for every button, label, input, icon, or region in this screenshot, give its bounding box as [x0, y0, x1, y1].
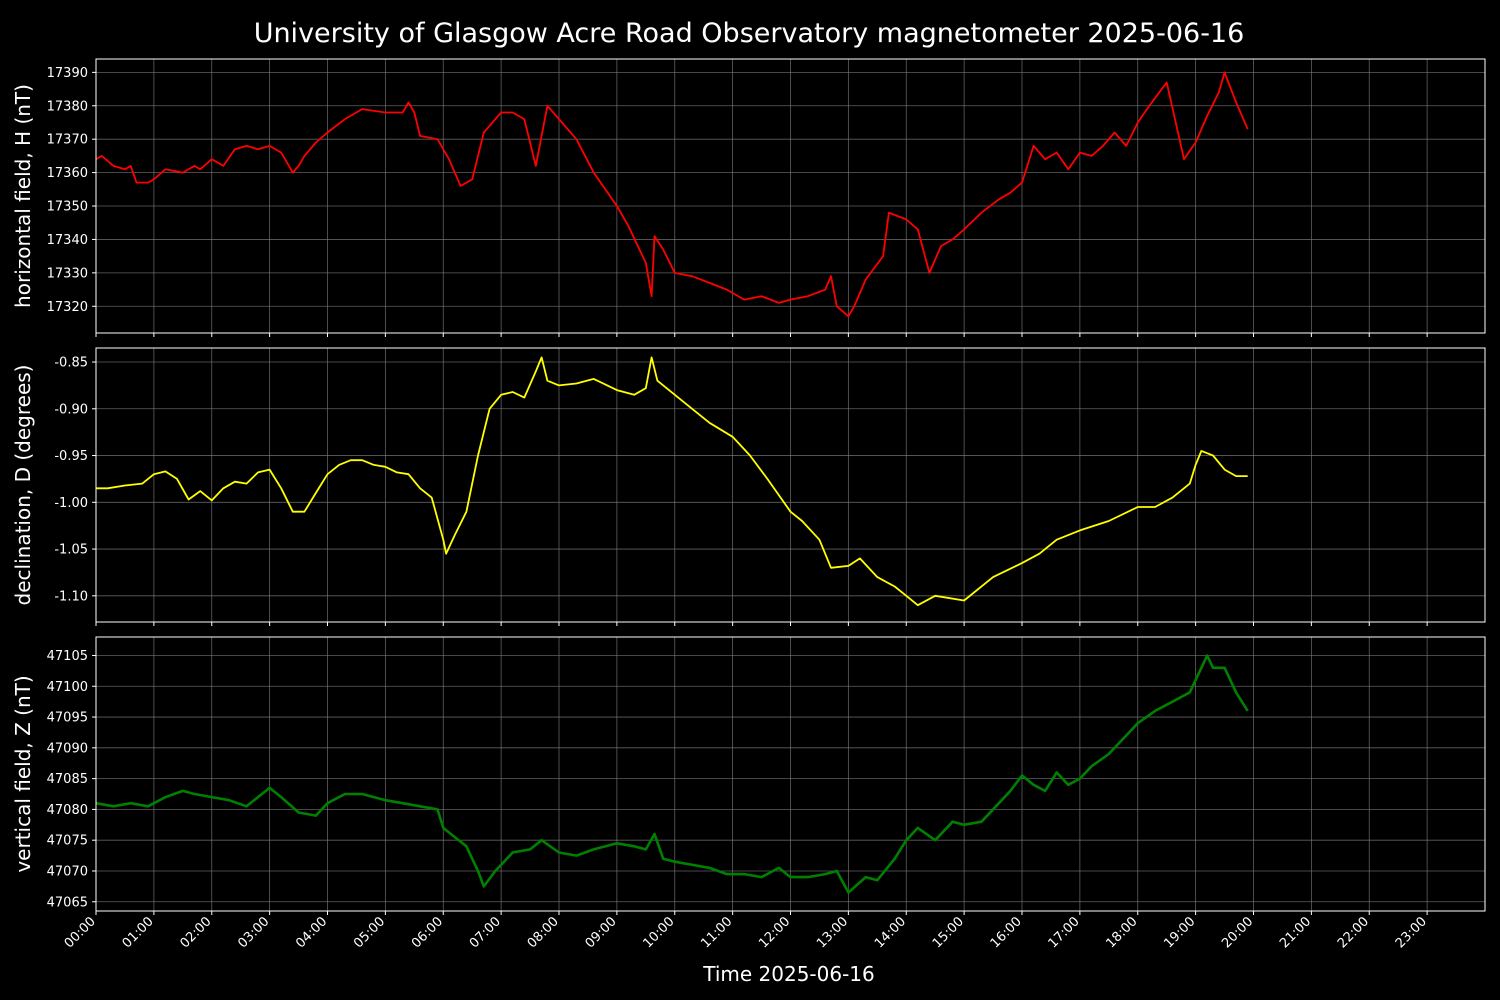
- y-tick-label: -0.95: [54, 449, 88, 464]
- y-tick-label: 17360: [47, 166, 88, 181]
- y-axis-label: horizontal field, H (nT): [11, 84, 35, 308]
- y-tick-label: -0.90: [54, 402, 88, 417]
- y-tick-label: 17390: [47, 66, 88, 81]
- y-tick-label: 47065: [47, 895, 88, 910]
- y-tick-label: -1.00: [54, 496, 88, 511]
- y-axis-label: declination, D (degrees): [11, 365, 35, 606]
- y-tick-label: 47070: [47, 864, 88, 879]
- grid: [95, 637, 1485, 911]
- y-tick-label: 17320: [47, 300, 88, 315]
- axes-frame: [95, 636, 1486, 912]
- panels: 17320 17330 17340 17350 17360 17370 17380 17390…: [11, 58, 1486, 915]
- y-tick-label: 17340: [47, 233, 88, 248]
- y-tick-label: -1.10: [54, 589, 88, 604]
- y-tick-label: 17350: [47, 200, 88, 215]
- axes-frame: [95, 347, 1486, 623]
- chart-title: University of Glasgow Acre Road Observat…: [254, 18, 1245, 49]
- y-tick-label: 17380: [47, 99, 88, 114]
- y-tick-label: 47095: [47, 711, 88, 726]
- y-tick-label: 47100: [47, 680, 88, 695]
- y-tick-label: -0.85: [54, 356, 88, 371]
- series-line: [95, 654, 1249, 894]
- series-line: [96, 356, 1248, 607]
- y-tick-label: 47105: [47, 649, 88, 664]
- y-tick-label: 17330: [47, 266, 88, 281]
- y-axis-label: vertical field, Z (nT): [11, 675, 35, 872]
- axes-frame: [95, 58, 1486, 334]
- panel-2: 47065 47070 47075 47080 47085 47090 47095 47100…: [11, 636, 1486, 915]
- x-axis-label: Time 2025-06-16: [702, 962, 875, 986]
- y-tick-label: 47090: [47, 741, 88, 756]
- y-tick-label: 47085: [47, 772, 88, 787]
- y-tick-label: -1.05: [54, 543, 88, 558]
- panel-1: -1.10 -1.05 -1.00 -0.95 -0.90 -0.85 declinatio…: [11, 347, 1486, 626]
- grid: [95, 59, 1485, 333]
- y-tick-label: 47075: [47, 834, 88, 849]
- series-line: [95, 71, 1249, 318]
- panel-0: 17320 17330 17340 17350 17360 17370 17380 17390…: [11, 58, 1486, 337]
- y-tick-label: 17370: [47, 133, 88, 148]
- y-tick-label: 47080: [47, 803, 88, 818]
